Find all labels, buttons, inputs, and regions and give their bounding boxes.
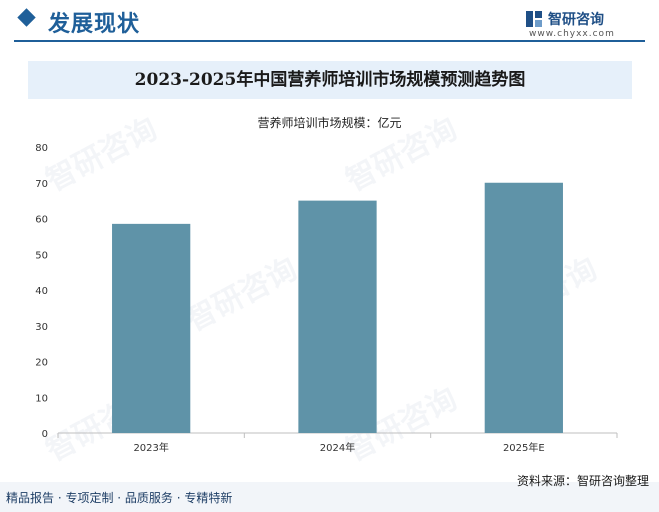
bar xyxy=(298,200,377,433)
y-tick-label: 30 xyxy=(35,322,48,333)
header-divider xyxy=(14,40,645,42)
source-note: 资料来源：智研咨询整理 xyxy=(516,474,649,488)
y-tick-label: 70 xyxy=(35,179,48,190)
page-header: 发展现状 智研咨询 www.chyxx.com xyxy=(0,0,659,46)
brand-url: www.chyxx.com xyxy=(529,29,615,39)
bar xyxy=(484,182,563,433)
y-tick-label: 10 xyxy=(35,393,48,404)
footer-slogan: 精品报告 · 专项定制 · 品质服务 · 专精特新 xyxy=(6,491,233,505)
footer: 精品报告 · 专项定制 · 品质服务 · 专精特新 资料来源：智研咨询整理 xyxy=(0,474,659,512)
y-tick-label: 50 xyxy=(35,250,48,261)
chart-title: 2023-2025年中国营养师培训市场规模预测趋势图 xyxy=(134,70,526,90)
y-tick-label: 20 xyxy=(35,358,48,369)
brand-logo-icon xyxy=(526,11,542,27)
brand-name: 智研咨询 xyxy=(548,12,604,28)
x-tick-label: 2024年 xyxy=(320,441,355,454)
x-tick-label: 2023年 xyxy=(133,441,168,454)
chart-subtitle: 营养师培训市场规模：亿元 xyxy=(257,116,402,130)
y-tick-label: 80 xyxy=(35,143,48,154)
chart-title-band: 2023-2025年中国营养师培训市场规模预测趋势图 xyxy=(28,61,632,99)
section-title: 发展现状 xyxy=(48,12,141,37)
brand: 智研咨询 www.chyxx.com xyxy=(525,8,645,39)
bar xyxy=(112,223,191,433)
y-tick-label: 60 xyxy=(35,215,48,226)
y-tick-label: 40 xyxy=(35,286,48,297)
x-tick-label: 2025年E xyxy=(503,441,545,454)
y-tick-label: 0 xyxy=(42,429,48,440)
